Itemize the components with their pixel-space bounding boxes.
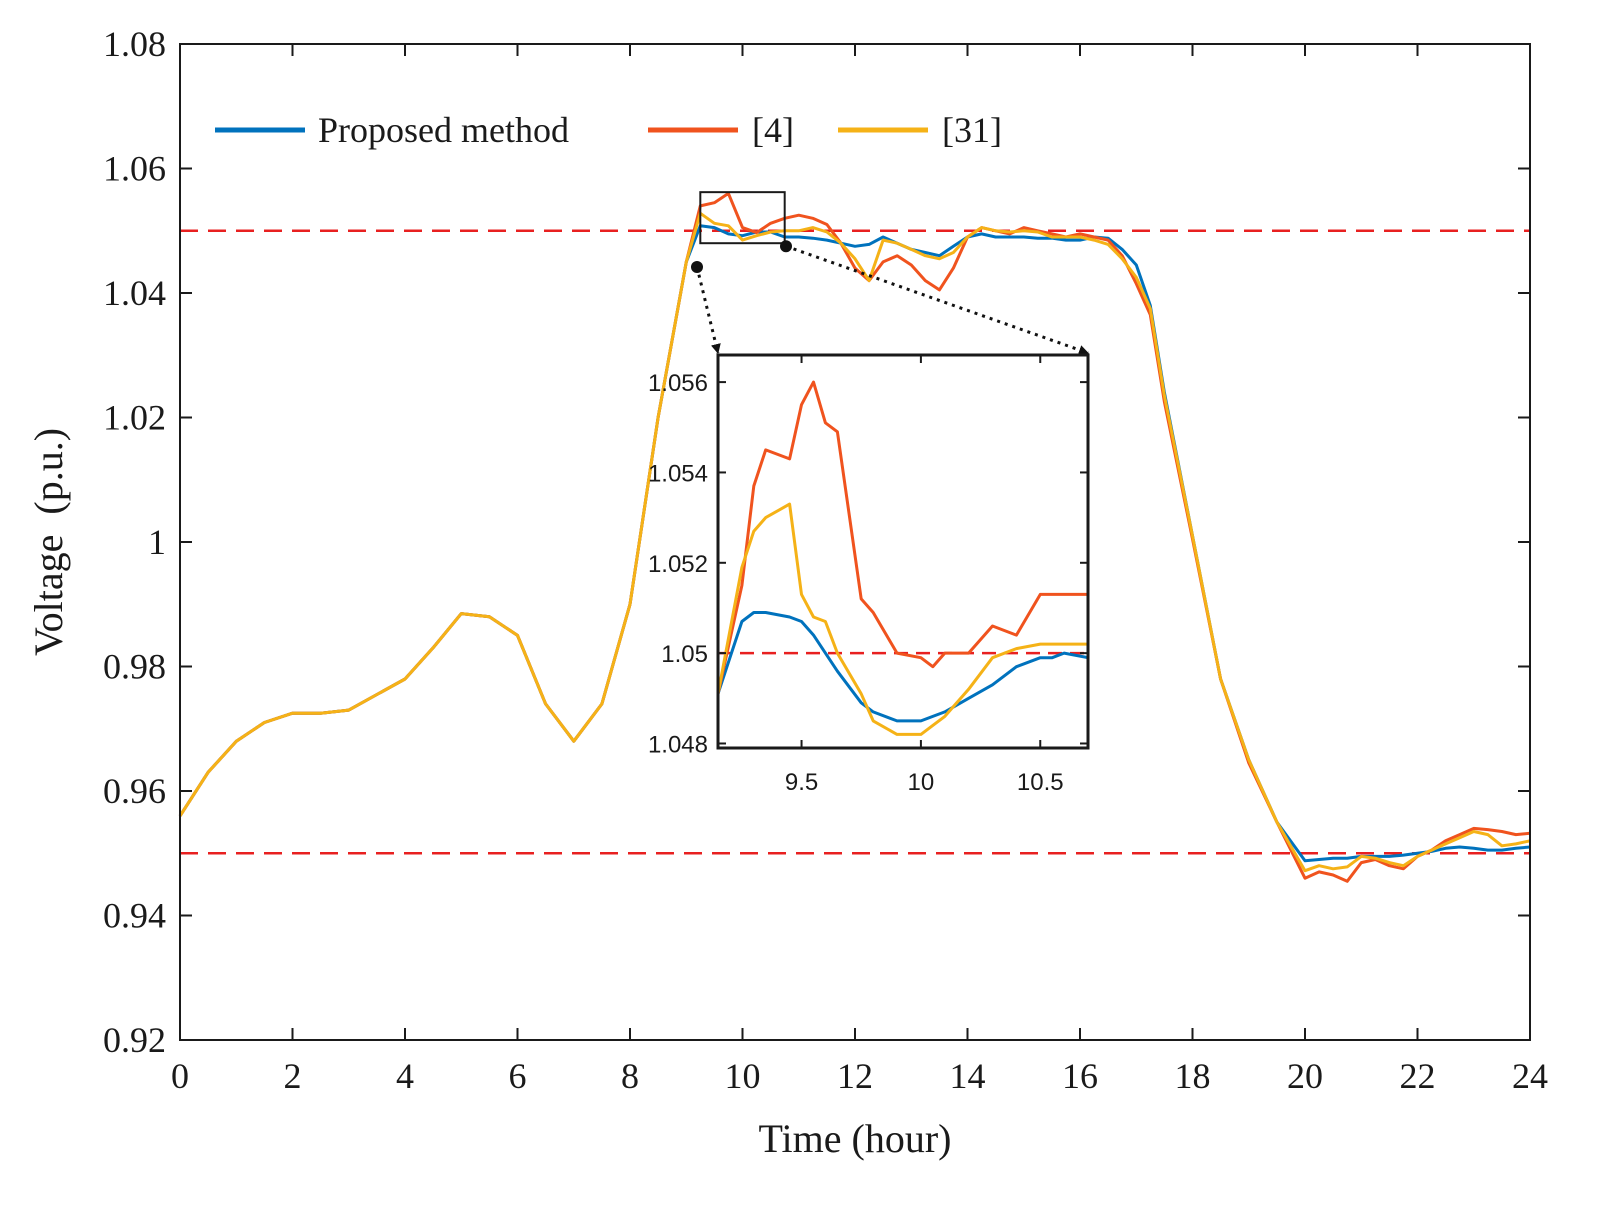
reference-lines (180, 229, 1530, 855)
y-tick-label: 0.94 (103, 896, 166, 936)
inset-y-ticks: 1.048 1.05 1.052 1.054 1.056 (648, 370, 1088, 758)
y-axis-ticks: 0.92 0.94 0.96 0.98 1 1.02 1.04 1.06 1.08 (103, 24, 1530, 1060)
main-series-group (178, 191, 1531, 883)
y-tick-label: 1.08 (103, 24, 166, 64)
inset-series-line-ref4 (718, 380, 1088, 695)
inset-x-tick-label: 10.5 (1017, 769, 1064, 796)
inset-frame (716, 353, 1090, 750)
zoom-region-box (699, 191, 786, 245)
legend-label-ref31: [31] (942, 110, 1002, 150)
x-tick-label: 8 (621, 1056, 639, 1096)
y-tick-label: 1.02 (103, 398, 166, 438)
y-tick-label: 1.06 (103, 149, 166, 189)
legend: Proposed method [4] [31] (215, 110, 1002, 150)
y-tick-label: 1 (148, 522, 166, 562)
zoom-arrow-left (695, 266, 721, 354)
x-tick-label: 10 (725, 1056, 761, 1096)
inset-series-line-ref31 (718, 502, 1088, 736)
legend-label-ref4: [4] (752, 110, 794, 150)
x-tick-label: 14 (950, 1056, 986, 1096)
inset-y-tick-label: 1.056 (648, 370, 708, 397)
x-tick-label: 18 (1175, 1056, 1211, 1096)
inset-y-tick-label: 1.052 (648, 551, 708, 578)
inset-series-line-proposed (718, 611, 1088, 723)
x-tick-label: 2 (284, 1056, 302, 1096)
zoom-inset: 1.048 1.05 1.052 1.054 1.056 9.5 10 10.5 (648, 353, 1090, 796)
series-line-ref31 (178, 211, 1531, 873)
x-axis-title: Time (hour) (759, 1116, 952, 1161)
y-tick-label: 0.96 (103, 771, 166, 811)
y-tick-label: 0.92 (103, 1020, 166, 1060)
x-tick-label: 22 (1400, 1056, 1436, 1096)
inset-y-tick-label: 1.054 (648, 460, 708, 487)
x-tick-label: 6 (509, 1056, 527, 1096)
x-tick-label: 16 (1062, 1056, 1098, 1096)
legend-label-proposed: Proposed method (318, 110, 569, 150)
y-tick-label: 1.04 (103, 273, 166, 313)
inset-series-group (718, 380, 1088, 736)
x-tick-label: 20 (1287, 1056, 1323, 1096)
x-tick-label: 0 (171, 1056, 189, 1096)
x-tick-label: 24 (1512, 1056, 1548, 1096)
inset-y-tick-label: 1.048 (648, 731, 708, 758)
inset-y-tick-label: 1.05 (661, 641, 708, 668)
x-axis-ticks: 0 2 4 6 8 10 12 14 16 18 20 22 24 (171, 44, 1548, 1096)
y-axis-title: Voltage (p.u.) (26, 428, 71, 656)
inset-x-ticks: 9.5 10 10.5 (785, 355, 1064, 796)
inset-x-tick-label: 9.5 (785, 769, 818, 796)
inset-x-tick-label: 10 (908, 769, 935, 796)
y-tick-label: 0.98 (103, 647, 166, 687)
x-tick-label: 12 (837, 1056, 873, 1096)
x-tick-label: 4 (396, 1056, 414, 1096)
zoom-arrow-right (785, 244, 1089, 355)
inset-background (718, 355, 1088, 748)
